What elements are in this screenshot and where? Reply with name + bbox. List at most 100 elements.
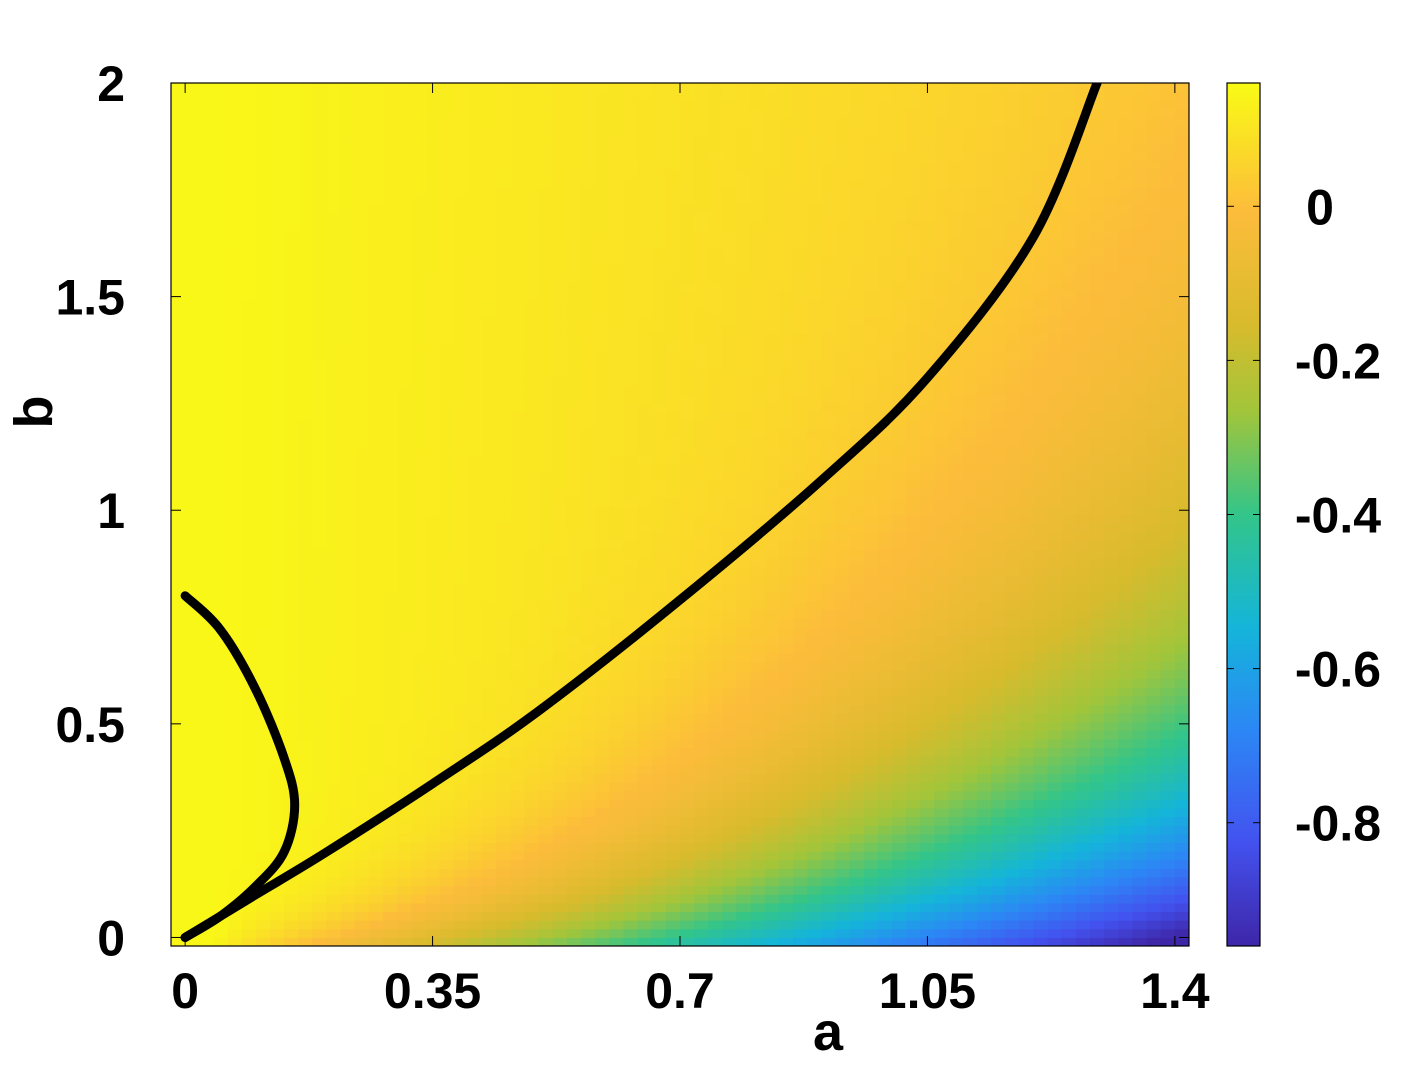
heatmap-cell: [425, 557, 441, 567]
heatmap-cell: [651, 894, 667, 904]
heatmap-cell: [849, 238, 865, 248]
heatmap-cell: [496, 152, 511, 162]
heatmap-cell: [213, 652, 229, 662]
heatmap-cell: [425, 825, 441, 835]
heatmap-cell: [849, 566, 865, 576]
heatmap-cell: [566, 246, 582, 257]
heatmap-cell: [637, 333, 653, 343]
heatmap-cell: [171, 272, 186, 283]
heatmap-cell: [340, 626, 356, 636]
heatmap-cell: [496, 540, 511, 550]
heatmap-cell: [835, 324, 851, 334]
heatmap-cell: [467, 626, 483, 636]
heatmap-cell: [255, 152, 271, 162]
heatmap-cell: [171, 316, 186, 326]
heatmap-cell: [482, 868, 497, 878]
heatmap-cell: [496, 833, 511, 844]
heatmap-cell: [665, 712, 681, 723]
heatmap-cell: [284, 177, 299, 188]
heatmap-cell: [680, 117, 695, 127]
heatmap-cell: [354, 790, 370, 800]
heatmap-cell: [538, 488, 554, 498]
heatmap-cell: [552, 255, 568, 265]
heatmap-cell: [793, 790, 808, 800]
heatmap-cell: [199, 730, 215, 740]
heatmap-cell: [185, 643, 200, 654]
heatmap-cell: [552, 246, 568, 257]
heatmap-cell: [778, 911, 794, 921]
heatmap-cell: [510, 583, 526, 593]
heatmap-cell: [269, 937, 285, 946]
heatmap-cell: [312, 307, 328, 317]
heatmap-cell: [581, 160, 596, 170]
heatmap-cell: [552, 134, 568, 145]
heatmap-cell: [326, 721, 342, 731]
heatmap-cell: [552, 747, 568, 757]
heatmap-cell: [241, 316, 257, 326]
heatmap-cell: [595, 730, 610, 740]
heatmap-cell: [722, 937, 738, 946]
heatmap-cell: [665, 316, 681, 326]
heatmap-cell: [849, 600, 865, 611]
heatmap-cell: [171, 152, 186, 162]
heatmap-cell: [708, 747, 724, 757]
heatmap-cell: [227, 83, 243, 93]
heatmap-cell: [722, 488, 738, 498]
heatmap-cell: [397, 83, 412, 93]
heatmap-cell: [623, 134, 639, 145]
heatmap-cell: [694, 488, 709, 498]
heatmap-cell: [552, 549, 568, 559]
heatmap-cell: [453, 221, 469, 231]
heatmap-cell: [595, 445, 610, 455]
heatmap-cell: [595, 160, 610, 170]
heatmap-cell: [298, 108, 313, 119]
heatmap-cell: [185, 436, 200, 447]
heatmap-cell: [849, 747, 865, 757]
heatmap-cell: [326, 281, 342, 291]
heatmap-cell: [637, 316, 653, 326]
heatmap-cell: [609, 169, 625, 179]
heatmap-cell: [255, 436, 271, 447]
heatmap-cell: [764, 825, 780, 835]
heatmap-cell: [665, 704, 681, 714]
heatmap-cell: [807, 203, 822, 214]
heatmap-cell: [171, 246, 186, 257]
heatmap-cell: [750, 454, 766, 464]
heatmap-cell: [510, 402, 526, 412]
heatmap-cell: [453, 195, 469, 205]
heatmap-cell: [863, 859, 879, 869]
heatmap-cell: [722, 756, 738, 766]
heatmap-cell: [863, 790, 879, 800]
heatmap-cell: [227, 238, 243, 248]
heatmap-cell: [199, 756, 215, 766]
heatmap-cell: [750, 730, 766, 740]
heatmap-cell: [312, 825, 328, 835]
heatmap-cell: [764, 790, 780, 800]
heatmap-cell: [326, 272, 342, 283]
heatmap-cell: [524, 721, 540, 731]
heatmap-cell: [227, 385, 243, 395]
heatmap-cell: [849, 117, 865, 127]
heatmap-cell: [227, 436, 243, 447]
heatmap-cell: [807, 902, 822, 913]
heatmap-cell: [538, 359, 554, 369]
heatmap-cell: [863, 471, 879, 481]
heatmap-cell: [467, 264, 483, 274]
heatmap-cell: [510, 851, 526, 861]
heatmap-cell: [764, 928, 780, 938]
heatmap-cell: [171, 920, 186, 930]
heatmap-cell: [326, 540, 342, 550]
heatmap-cell: [835, 393, 851, 403]
heatmap-cell: [708, 117, 724, 127]
heatmap-cell: [538, 876, 554, 887]
heatmap-cell: [199, 894, 215, 904]
heatmap-cell: [581, 333, 596, 343]
heatmap-cell: [397, 712, 412, 723]
heatmap-cell: [185, 523, 200, 533]
heatmap-cell: [595, 514, 610, 524]
heatmap-cell: [566, 540, 582, 550]
heatmap-cell: [694, 152, 709, 162]
heatmap-cell: [863, 117, 879, 127]
heatmap-cell: [778, 885, 794, 895]
heatmap-cell: [439, 100, 455, 110]
